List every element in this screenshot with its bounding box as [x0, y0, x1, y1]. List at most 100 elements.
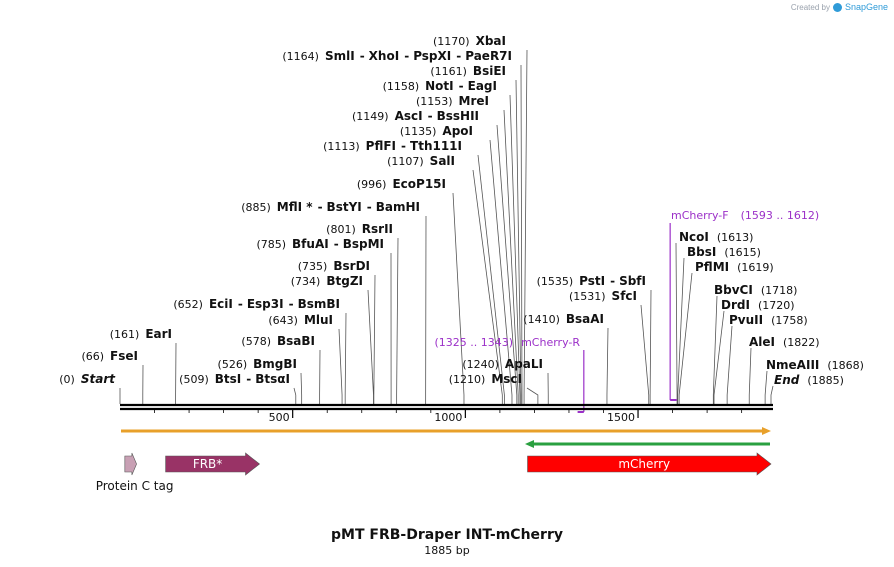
enzyme-name: MscI [491, 372, 522, 386]
restriction-site[interactable]: ApoI (1135) [400, 124, 473, 138]
site-leader-line [509, 94, 521, 404]
primer-mcherry-f[interactable]: mCherry-F (1593 .. 1612) [669, 209, 819, 401]
feature-label: mCherry [618, 457, 670, 471]
restriction-site[interactable]: BbvCI (1718) [714, 283, 797, 297]
restriction-site[interactable]: BtgZI (734) [291, 274, 363, 288]
separator: - [456, 49, 461, 63]
restriction-site[interactable]: EagI-NotI (1158) [383, 79, 497, 93]
restriction-site[interactable]: PvuII (1758) [729, 313, 808, 327]
credit-brand: SnapGene [844, 2, 888, 12]
feature-mcherry[interactable]: mCherry [527, 452, 772, 476]
site-leader-line [649, 289, 652, 404]
site-lines [119, 49, 774, 404]
site-leader-line [489, 139, 513, 404]
restriction-site[interactable]: BsaAI (1410) [523, 312, 604, 326]
site-position: (801) [326, 223, 356, 236]
restriction-site[interactable]: XbaI (1170) [433, 34, 506, 48]
restriction-site[interactable]: AleI (1822) [749, 335, 820, 349]
site-position: (1615) [724, 246, 761, 259]
restriction-site[interactable]: BspMI-BfuAI (785) [256, 237, 384, 251]
restriction-site[interactable]: DrdI (1720) [721, 298, 795, 312]
enzyme-name: AscI [395, 109, 423, 123]
site-position: (885) [241, 201, 271, 214]
restriction-site[interactable]: BmgBI (526) [218, 357, 297, 371]
restriction-site[interactable]: MscI (1210) [449, 372, 522, 386]
restriction-site[interactable]: Tth111I-PflFI (1113) [323, 139, 462, 153]
backbone [120, 403, 773, 411]
ruler-label: 1000 [434, 411, 462, 424]
site-leader-line [472, 169, 503, 404]
site-position: (1153) [416, 95, 453, 108]
restriction-site[interactable]: NmeAIII (1868) [766, 358, 864, 372]
enzyme-name: PvuII [729, 313, 763, 327]
site-position: (1758) [771, 314, 808, 327]
site-position: (1868) [827, 359, 864, 372]
enzyme-name: ApoI [442, 124, 473, 138]
restriction-site[interactable]: PflMI (1619) [695, 260, 774, 274]
primer-mcherry-r[interactable]: mCherry-R (1325 .. 1343) [435, 336, 585, 413]
enzyme-name: BssHII [437, 109, 479, 123]
enzyme-name: EagI [468, 79, 497, 93]
restriction-site[interactable]: SbfI-PstI (1535) [537, 274, 646, 288]
restriction-site[interactable]: End (1885) [774, 373, 844, 387]
restriction-site[interactable]: EarI (161) [110, 327, 172, 341]
enzyme-name: BtgZI [326, 274, 363, 288]
map-title: pMT FRB-Draper INT-mCherry [331, 527, 563, 543]
restriction-site[interactable]: NcoI (1613) [679, 230, 753, 244]
restriction-site[interactable]: BbsI (1615) [687, 245, 761, 259]
enzyme-name: BspMI [343, 237, 384, 251]
enzyme-name: SbfI [619, 274, 646, 288]
restriction-site[interactable]: EcoP15I (996) [357, 177, 446, 191]
site-leader-line [396, 237, 399, 404]
restriction-site[interactable]: BsrDI (735) [298, 259, 370, 273]
enzyme-name: BsrDI [333, 259, 370, 273]
restriction-site[interactable]: BamHI-BstYI-MflI *(885) [241, 200, 420, 214]
enzyme-name: XbaI [476, 34, 506, 48]
site-position: (1619) [737, 261, 774, 274]
enzyme-name: NotI [425, 79, 454, 93]
separator: - [289, 297, 294, 311]
site-position: (996) [357, 178, 387, 191]
site-position: (1113) [323, 140, 360, 153]
enzyme-name: BsaBI [277, 334, 315, 348]
enzyme-name: PflFI [366, 139, 396, 153]
snapgene-credit: Created by SnapGene [791, 2, 888, 12]
restriction-site[interactable]: MreI (1153) [416, 94, 489, 108]
enzyme-name: BstYI [327, 200, 362, 214]
primer-name: mCherry-R [521, 336, 580, 349]
restriction-site[interactable]: FseI (66) [81, 349, 138, 363]
site-leader-line [373, 274, 376, 404]
restriction-site[interactable]: SalI (1107) [387, 154, 455, 168]
orf-bars [121, 427, 771, 448]
site-leader-line [640, 304, 650, 404]
site-position: (0) [59, 373, 75, 386]
restriction-site[interactable]: BsiEI (1161) [430, 64, 506, 78]
restriction-site[interactable]: PaeR7I-PspXI-XhoI-SmlI(1164) [282, 49, 512, 63]
enzyme-name: MluI [304, 313, 333, 327]
separator: - [367, 200, 372, 214]
site-position: (1535) [537, 275, 574, 288]
site-leader-line [675, 242, 678, 404]
separator: - [334, 237, 339, 251]
restriction-site[interactable]: MluI (643) [268, 313, 333, 327]
enzyme-name: ApaLI [505, 357, 543, 371]
restriction-site[interactable]: Start (0) [59, 372, 116, 386]
restriction-site[interactable]: RsrII (801) [326, 222, 393, 236]
credit-prefix: Created by [790, 2, 830, 12]
restriction-site[interactable]: SfcI (1531) [569, 289, 637, 303]
feature-protein-c-tag[interactable]: Protein C tag [96, 452, 174, 493]
feature-frb-[interactable]: FRB* [165, 452, 261, 476]
site-leader-line [496, 124, 518, 404]
site-leader-line [338, 328, 343, 404]
site-leader-line [764, 370, 768, 404]
restriction-site[interactable]: ApaLI (1240) [462, 357, 543, 371]
restriction-site[interactable]: BtsαI-BtsI (509) [179, 372, 290, 386]
site-position: (66) [81, 350, 104, 363]
restriction-site[interactable]: BssHII-AscI (1149) [352, 109, 479, 123]
site-position: (643) [268, 314, 298, 327]
enzyme-name: BbvCI [714, 283, 753, 297]
restriction-site[interactable]: BsaBI (578) [241, 334, 315, 348]
restriction-site[interactable]: BsmBI-Esp3I-EciI(652) [173, 297, 340, 311]
orf-forward-arrowhead [762, 427, 771, 435]
site-leader-line [523, 49, 528, 404]
